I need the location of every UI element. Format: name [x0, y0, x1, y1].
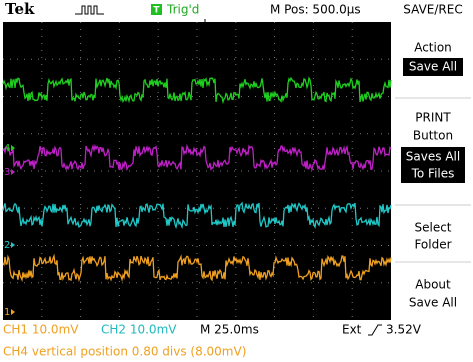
menu-title: SAVE/REC: [403, 3, 462, 17]
menu-label[interactable]: PRINT: [415, 111, 451, 125]
menu-label[interactable]: Save All: [409, 296, 457, 310]
channel-marker: 1: [4, 307, 10, 318]
menu-value[interactable]: Saves All: [406, 150, 460, 164]
status-message: CH4 vertical position 0.80 divs (8.00mV): [3, 345, 246, 359]
menu-label[interactable]: Button: [413, 129, 453, 143]
ch2-scale: CH2 10.0mV: [101, 323, 177, 337]
trigger-level: 3.52V: [386, 323, 422, 337]
brand: Tek: [5, 0, 35, 18]
menu-value[interactable]: To Files: [411, 167, 455, 181]
trigger-status: Trig'd: [166, 3, 199, 17]
trigger-icon-letter: T: [153, 6, 160, 16]
menu-label[interactable]: Select: [414, 221, 451, 235]
channel-marker: 4: [4, 143, 10, 154]
menu-label[interactable]: Action: [414, 41, 452, 55]
oscilloscope-screen: Tek T Trig'd M Pos: 500.0µs SAVE/REC 4 3 2…: [0, 0, 473, 362]
timebase: M 25.0ms: [200, 323, 259, 337]
channel-marker: 3: [4, 167, 10, 178]
menu-value[interactable]: Save All: [409, 60, 457, 74]
horizontal-position: M Pos: 500.0µs: [270, 3, 361, 17]
menu-label[interactable]: Folder: [414, 238, 451, 252]
menu-label[interactable]: About: [415, 278, 451, 292]
ch1-scale: CH1 10.0mV: [3, 323, 79, 337]
trigger-source: Ext: [342, 323, 362, 337]
channel-marker: 2: [4, 240, 10, 251]
